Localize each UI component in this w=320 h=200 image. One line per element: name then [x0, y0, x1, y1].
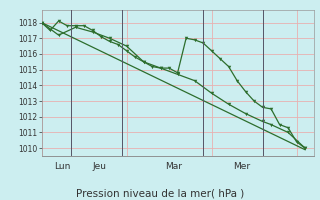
- Text: Jeu: Jeu: [92, 162, 107, 171]
- Text: Pression niveau de la mer( hPa ): Pression niveau de la mer( hPa ): [76, 188, 244, 198]
- Text: Lun: Lun: [54, 162, 71, 171]
- Text: Mer: Mer: [233, 162, 250, 171]
- Text: Mar: Mar: [165, 162, 182, 171]
